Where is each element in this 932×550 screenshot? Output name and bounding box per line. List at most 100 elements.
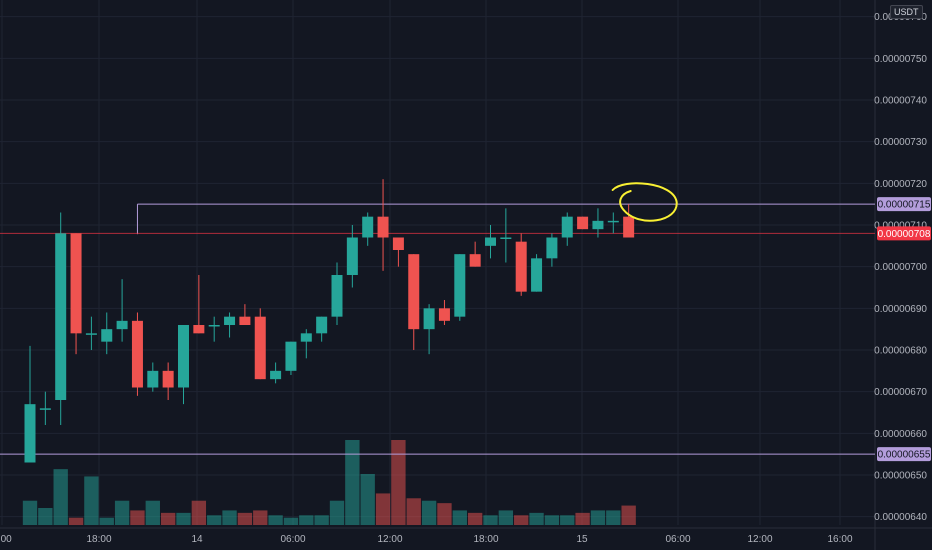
volume-bar (621, 505, 636, 525)
candle-body (239, 316, 251, 325)
price-tick-label: 0.00000650 (874, 471, 927, 482)
time-axis[interactable]: 2:00 18:00 14 06:00 12:00 18:00 15 06:00 12:00 16… (0, 534, 853, 545)
volume-bar (375, 493, 391, 525)
candle-body (423, 308, 435, 330)
volume-bar (299, 515, 314, 525)
annotation-circle (611, 182, 678, 222)
candle-body (454, 254, 466, 317)
candle-body (546, 237, 558, 259)
candle-body (70, 233, 82, 334)
volume-bar (68, 517, 84, 525)
volume-bar (145, 500, 160, 525)
highlighted-price-tag: 0.00000715 (878, 200, 931, 211)
price-tags: 0.00000715 0.00000655 0.00000708 (877, 197, 931, 462)
volume-bar (99, 517, 114, 525)
volume-bar (84, 476, 99, 525)
volume-bar (483, 515, 498, 525)
candle-body (39, 408, 51, 410)
volume-bar (207, 515, 222, 525)
time-tick-label: 18:00 (86, 534, 111, 545)
annotation (611, 182, 678, 222)
candle-body (162, 370, 174, 388)
volume-bar (391, 440, 406, 525)
horizontal-lines (0, 203, 875, 455)
candle-body (331, 275, 343, 317)
candle-body (485, 237, 496, 246)
highlighted-price-tag-bg (877, 447, 931, 462)
candle-body (515, 241, 527, 292)
candle-body (392, 237, 404, 250)
volume-bar (452, 510, 467, 525)
candle-body (116, 320, 128, 330)
volume-bar (237, 512, 253, 525)
candle-body (577, 216, 589, 230)
volume-bar (406, 498, 421, 525)
candle-body (469, 254, 481, 267)
candle-body (346, 237, 358, 275)
volume-bar (560, 515, 575, 525)
candle-body (438, 308, 450, 321)
candle-body (178, 325, 189, 388)
candle-body (147, 370, 159, 388)
volume-bar (268, 515, 283, 525)
candle-body (101, 329, 113, 342)
candle-body (208, 325, 220, 327)
volume-bar (544, 515, 560, 525)
time-tick-label: 12:00 (377, 534, 402, 545)
candle-body (193, 325, 205, 334)
candle-body (623, 216, 635, 238)
volume-bar (22, 500, 38, 525)
time-tick-label: 14 (191, 534, 203, 545)
price-tick-label: 0.00000690 (874, 304, 927, 315)
candle-body (85, 333, 97, 335)
price-tick-label: 0.00000640 (874, 512, 927, 523)
candle-body (531, 258, 543, 292)
time-tick-label: 16:00 (827, 534, 852, 545)
volume-bar (38, 508, 53, 525)
volume-bars (22, 440, 636, 525)
volume-bar (529, 512, 544, 525)
candle-body (500, 237, 512, 239)
volume-bar (606, 510, 621, 525)
time-tick-label: 15 (576, 534, 588, 545)
candle-body (592, 220, 604, 230)
price-tick-label: 0.00000710 (874, 221, 927, 232)
volume-bar (130, 510, 145, 525)
candle-body (607, 220, 619, 223)
volume-bar (191, 500, 207, 525)
volume-bar (160, 512, 176, 525)
volume-bar (176, 512, 191, 525)
volume-bar (53, 469, 68, 525)
highlighted-price-tag-bg (877, 197, 931, 212)
candle-body (224, 316, 236, 325)
volume-bar (222, 510, 237, 525)
volume-bar (345, 440, 360, 525)
candle-body (408, 254, 420, 330)
time-tick-label: 06:00 (665, 534, 690, 545)
highlighted-price-tag: 0.00000655 (878, 450, 931, 461)
time-tick-label: 18:00 (473, 534, 498, 545)
candle-body (362, 216, 374, 238)
time-tick-label: 2:00 (0, 534, 12, 545)
price-tick-label: 0.00000740 (874, 96, 927, 107)
candle-body (561, 216, 573, 238)
candle-body (316, 316, 328, 334)
price-tick-label: 0.00000680 (874, 346, 927, 357)
price-tick-label: 0.00000670 (874, 387, 927, 398)
price-axis[interactable]: 0.000007600.000007500.000007400.00000730… (874, 12, 927, 523)
volume-bar (314, 515, 329, 525)
volume-bar (514, 515, 529, 525)
price-tick-label: 0.00000720 (874, 179, 927, 190)
price-tick-label: 0.00000660 (874, 429, 927, 440)
candle-body (377, 216, 389, 238)
time-tick-label: 06:00 (280, 534, 305, 545)
current-price-tag-bg (877, 226, 931, 241)
volume-bar (437, 503, 452, 525)
volume-bar (421, 500, 437, 525)
currency-badge[interactable]: USDT (890, 5, 923, 19)
candle-body (24, 404, 36, 463)
time-tick-label: 12:00 (747, 534, 772, 545)
